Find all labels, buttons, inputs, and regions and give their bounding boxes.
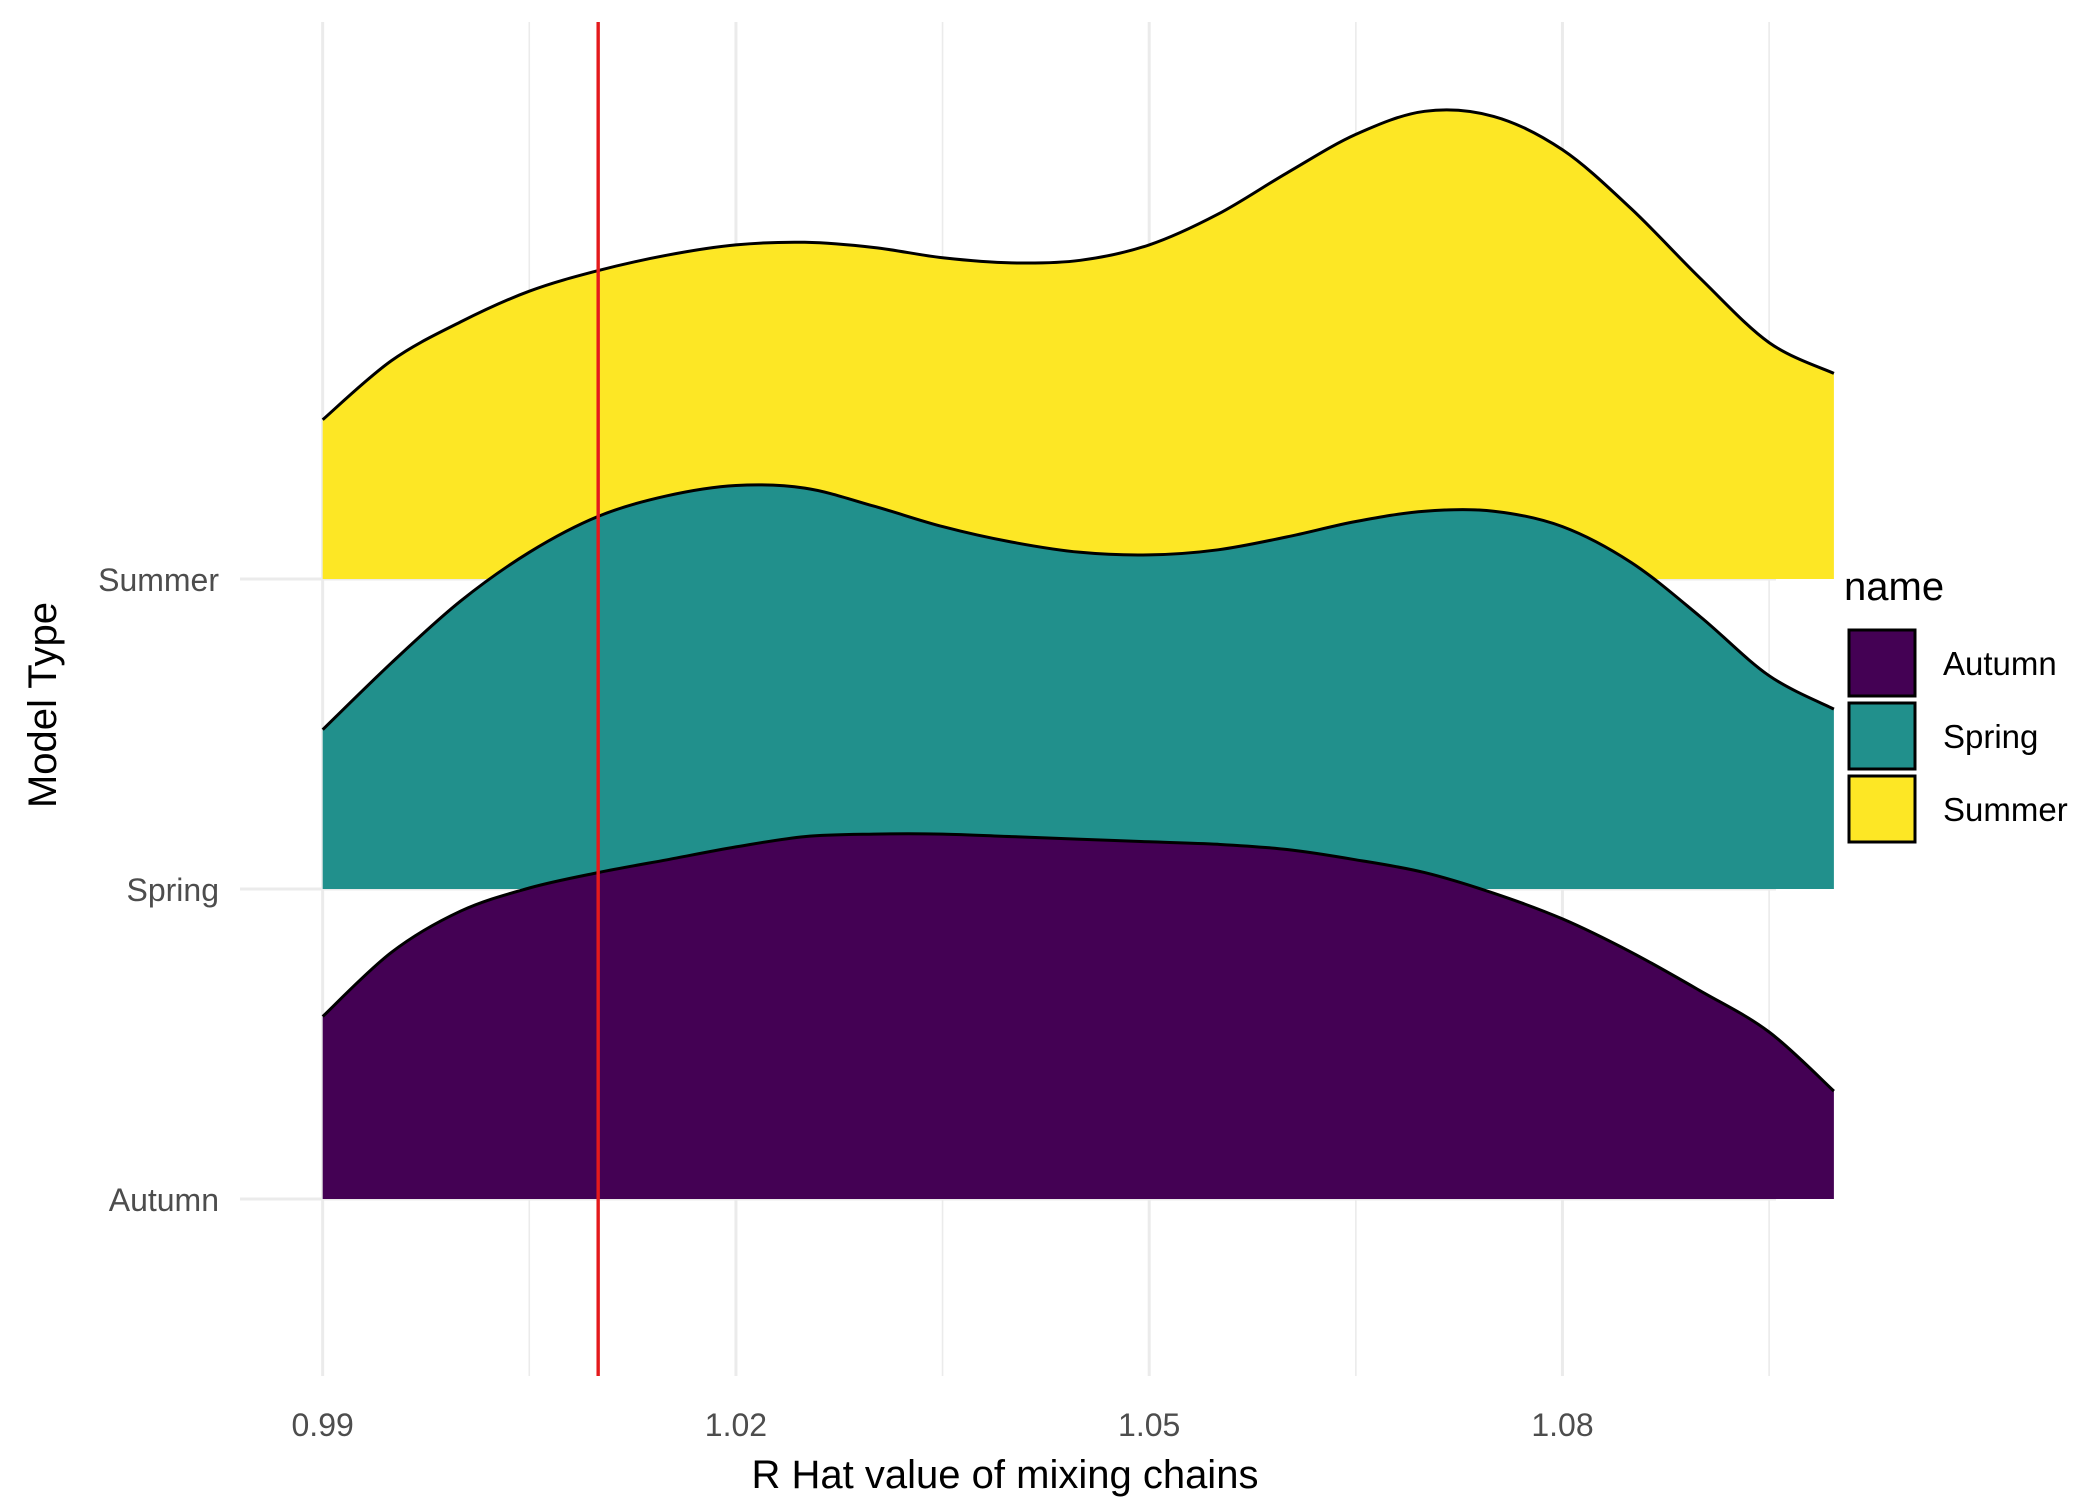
y-axis-title: Model Type [21,602,65,808]
legend-label-autumn: Autumn [1943,645,2057,682]
legend-items: Autumn Spring Summer [1847,628,2068,844]
x-tick-label: 1.08 [1531,1407,1593,1443]
legend-swatch-spring [1847,701,1917,771]
tick-label-layer: 0.99 1.02 1.05 1.08 Autumn Spring Summer [98,562,1594,1443]
ridge-fill-autumn [322,833,1834,1199]
ridge-outline-spring [321,483,1835,731]
ridge-fill-summer [322,109,1834,579]
legend-label-summer: Summer [1943,791,2068,828]
y-tick-label: Summer [98,562,219,598]
ridge-outline-summer [321,108,1835,421]
y-tick-label: Spring [127,872,220,908]
x-tick-label: 1.05 [1118,1407,1180,1443]
legend: name Autumn Spring Summer [1844,565,2068,844]
x-axis-title: R Hat value of mixing chains [752,1453,1259,1497]
x-tick-label: 0.99 [292,1407,354,1443]
ridge-fill-spring [322,484,1834,889]
ridge-layer [321,108,1835,1199]
y-tick-label: Autumn [109,1182,219,1218]
legend-label-spring: Spring [1943,718,2038,755]
x-tick-label: 1.02 [705,1407,767,1443]
legend-swatch-summer [1847,774,1917,844]
legend-swatch-autumn [1847,628,1917,698]
ridge-outline-autumn [321,832,1835,1093]
legend-title: name [1844,565,1944,609]
